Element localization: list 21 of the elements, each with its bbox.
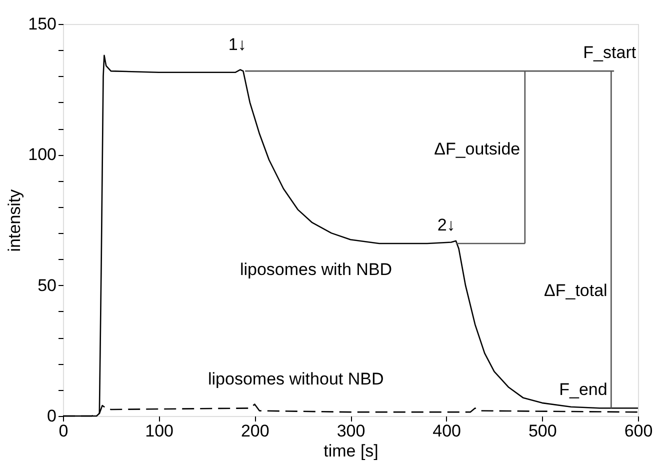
x-tick-label: 200: [240, 422, 270, 440]
annotation: 1↓: [228, 35, 246, 54]
x-axis-title: time [s]: [324, 442, 378, 460]
annotation: ΔF_total: [544, 280, 608, 300]
y-tick-label: 0: [47, 406, 56, 426]
x-tick-label: 600: [624, 422, 653, 440]
y-tick-label: 150: [28, 14, 56, 34]
y-tick-label: 100: [28, 145, 56, 164]
x-tick-label: 0: [58, 422, 68, 440]
x-tick-label: 100: [145, 422, 174, 440]
x-tick-label: 500: [528, 422, 557, 440]
y-axis-title: intensity: [5, 188, 24, 252]
annotation: 2↓: [437, 215, 456, 234]
annotation: F_start: [583, 42, 636, 62]
annotation: ΔF_outside: [434, 140, 520, 159]
series-label: liposomes without NBD: [208, 370, 384, 389]
series-label: liposomes with NBD: [240, 260, 392, 279]
x-tick-label: 400: [432, 422, 462, 440]
x-tick-label: 300: [336, 422, 366, 440]
y-tick-label: 50: [38, 276, 56, 295]
annotation: F_end: [559, 380, 608, 400]
